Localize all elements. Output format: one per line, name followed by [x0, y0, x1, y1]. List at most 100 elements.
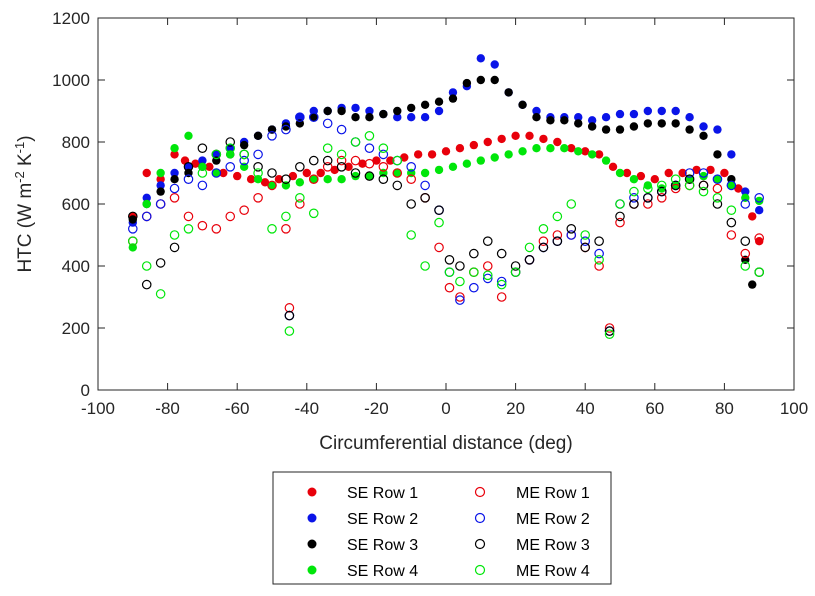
- data-point: [336, 124, 347, 135]
- data-point: [170, 144, 179, 153]
- y-tick-label: 1000: [52, 71, 90, 90]
- data-point: [413, 150, 423, 159]
- data-point: [740, 261, 751, 271]
- data-point: [434, 165, 444, 175]
- data-point: [482, 273, 493, 284]
- data-point: [698, 186, 709, 197]
- data-point: [706, 165, 715, 175]
- data-point: [284, 326, 295, 336]
- data-point: [225, 143, 236, 153]
- data-point: [316, 168, 325, 178]
- legend-marker: [474, 486, 486, 498]
- data-point: [754, 193, 764, 203]
- data-point: [434, 217, 444, 228]
- data-point: [482, 236, 493, 246]
- data-point: [351, 171, 360, 181]
- y-tick-label: 400: [62, 257, 90, 276]
- data-point: [267, 168, 277, 178]
- data-point: [142, 168, 151, 178]
- data-point: [406, 174, 416, 184]
- data-point: [253, 168, 263, 178]
- data-point: [532, 106, 541, 116]
- data-point: [490, 75, 499, 85]
- data-point: [420, 180, 430, 191]
- data-point: [581, 147, 590, 156]
- data-point: [336, 162, 347, 172]
- data-point: [482, 270, 493, 281]
- data-point: [629, 186, 639, 197]
- x-tick-label: 60: [645, 399, 664, 418]
- data-point: [253, 162, 263, 172]
- data-point: [657, 184, 666, 193]
- data-point: [685, 125, 694, 134]
- data-point: [211, 224, 222, 234]
- data-point: [698, 168, 709, 178]
- data-point: [755, 196, 764, 206]
- data-point: [308, 208, 319, 219]
- data-point: [567, 144, 576, 153]
- data-point: [538, 242, 549, 253]
- data-point: [448, 162, 458, 171]
- data-point: [525, 131, 534, 140]
- data-point: [274, 175, 284, 184]
- legend-marker: [474, 538, 486, 550]
- data-point: [741, 187, 750, 196]
- legend-label: ME Row 1: [516, 485, 590, 502]
- data-point: [246, 175, 256, 184]
- data-point: [615, 168, 625, 178]
- data-point: [552, 211, 563, 222]
- data-point: [643, 183, 653, 194]
- legend-label: SE Row 1: [347, 485, 418, 502]
- x-tick-label: -60: [225, 399, 250, 418]
- data-point: [615, 125, 625, 134]
- data-point: [392, 155, 403, 166]
- series-me-row-3: [128, 137, 764, 336]
- data-point: [552, 236, 563, 246]
- data-point: [643, 193, 653, 203]
- data-point: [393, 168, 402, 178]
- data-point: [462, 78, 472, 88]
- data-point: [141, 279, 152, 290]
- data-point: [594, 150, 604, 159]
- data-point: [594, 254, 604, 265]
- data-point: [482, 261, 493, 271]
- data-point: [455, 144, 465, 153]
- data-point: [128, 224, 138, 234]
- data-point: [643, 199, 653, 209]
- data-point: [546, 144, 555, 153]
- data-point: [615, 109, 625, 119]
- data-point: [184, 162, 193, 171]
- data-point: [622, 168, 632, 178]
- data-point: [615, 199, 625, 209]
- data-point: [308, 155, 319, 166]
- data-point: [170, 150, 179, 159]
- data-point: [364, 158, 375, 169]
- data-point: [323, 175, 332, 184]
- data-point: [601, 156, 611, 165]
- series-se-row-1: [128, 131, 764, 246]
- data-point: [393, 113, 402, 122]
- data-point: [496, 292, 507, 302]
- data-point: [281, 174, 291, 184]
- data-point: [448, 94, 458, 103]
- data-point: [594, 236, 604, 246]
- data-point: [656, 186, 667, 197]
- data-point: [350, 137, 361, 147]
- data-point: [727, 150, 736, 159]
- data-point: [400, 153, 409, 162]
- data-point: [364, 171, 375, 181]
- data-point: [322, 143, 333, 153]
- legend-box: [272, 471, 612, 585]
- legend-marker: [307, 487, 317, 497]
- y-tick-label: 1200: [52, 9, 90, 28]
- data-point: [295, 199, 305, 209]
- x-tick-label: 0: [441, 399, 450, 418]
- data-point: [169, 183, 180, 194]
- y-tick-label: 800: [62, 133, 90, 152]
- data-point: [295, 162, 305, 172]
- data-point: [629, 122, 639, 131]
- data-point: [532, 113, 541, 122]
- data-point: [684, 168, 695, 178]
- data-point: [720, 168, 729, 178]
